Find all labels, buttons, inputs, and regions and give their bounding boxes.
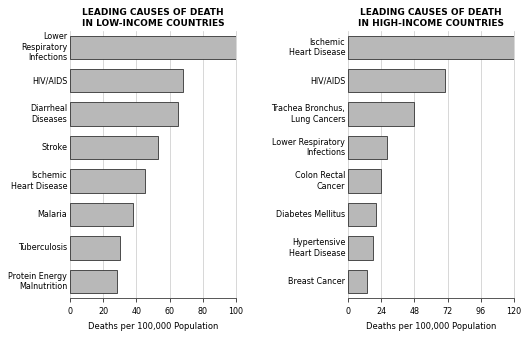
Bar [348, 36, 514, 59]
Bar [348, 270, 367, 293]
Bar [70, 170, 145, 193]
Bar [70, 69, 183, 93]
Bar [70, 36, 236, 59]
Bar [348, 203, 376, 226]
Bar [348, 69, 445, 93]
Bar [70, 270, 117, 293]
Bar [70, 102, 178, 126]
X-axis label: Deaths per 100,000 Population: Deaths per 100,000 Population [88, 322, 218, 331]
Bar [348, 170, 381, 193]
Bar [70, 236, 120, 260]
Bar [70, 203, 133, 226]
X-axis label: Deaths per 100,000 Population: Deaths per 100,000 Population [366, 322, 496, 331]
Bar [348, 236, 373, 260]
Title: LEADING CAUSES OF DEATH
IN LOW-INCOME COUNTRIES: LEADING CAUSES OF DEATH IN LOW-INCOME CO… [82, 8, 224, 28]
Bar [348, 102, 414, 126]
Bar [70, 136, 158, 159]
Title: LEADING CAUSES OF DEATH
IN HIGH-INCOME COUNTRIES: LEADING CAUSES OF DEATH IN HIGH-INCOME C… [358, 8, 504, 28]
Bar [348, 136, 387, 159]
